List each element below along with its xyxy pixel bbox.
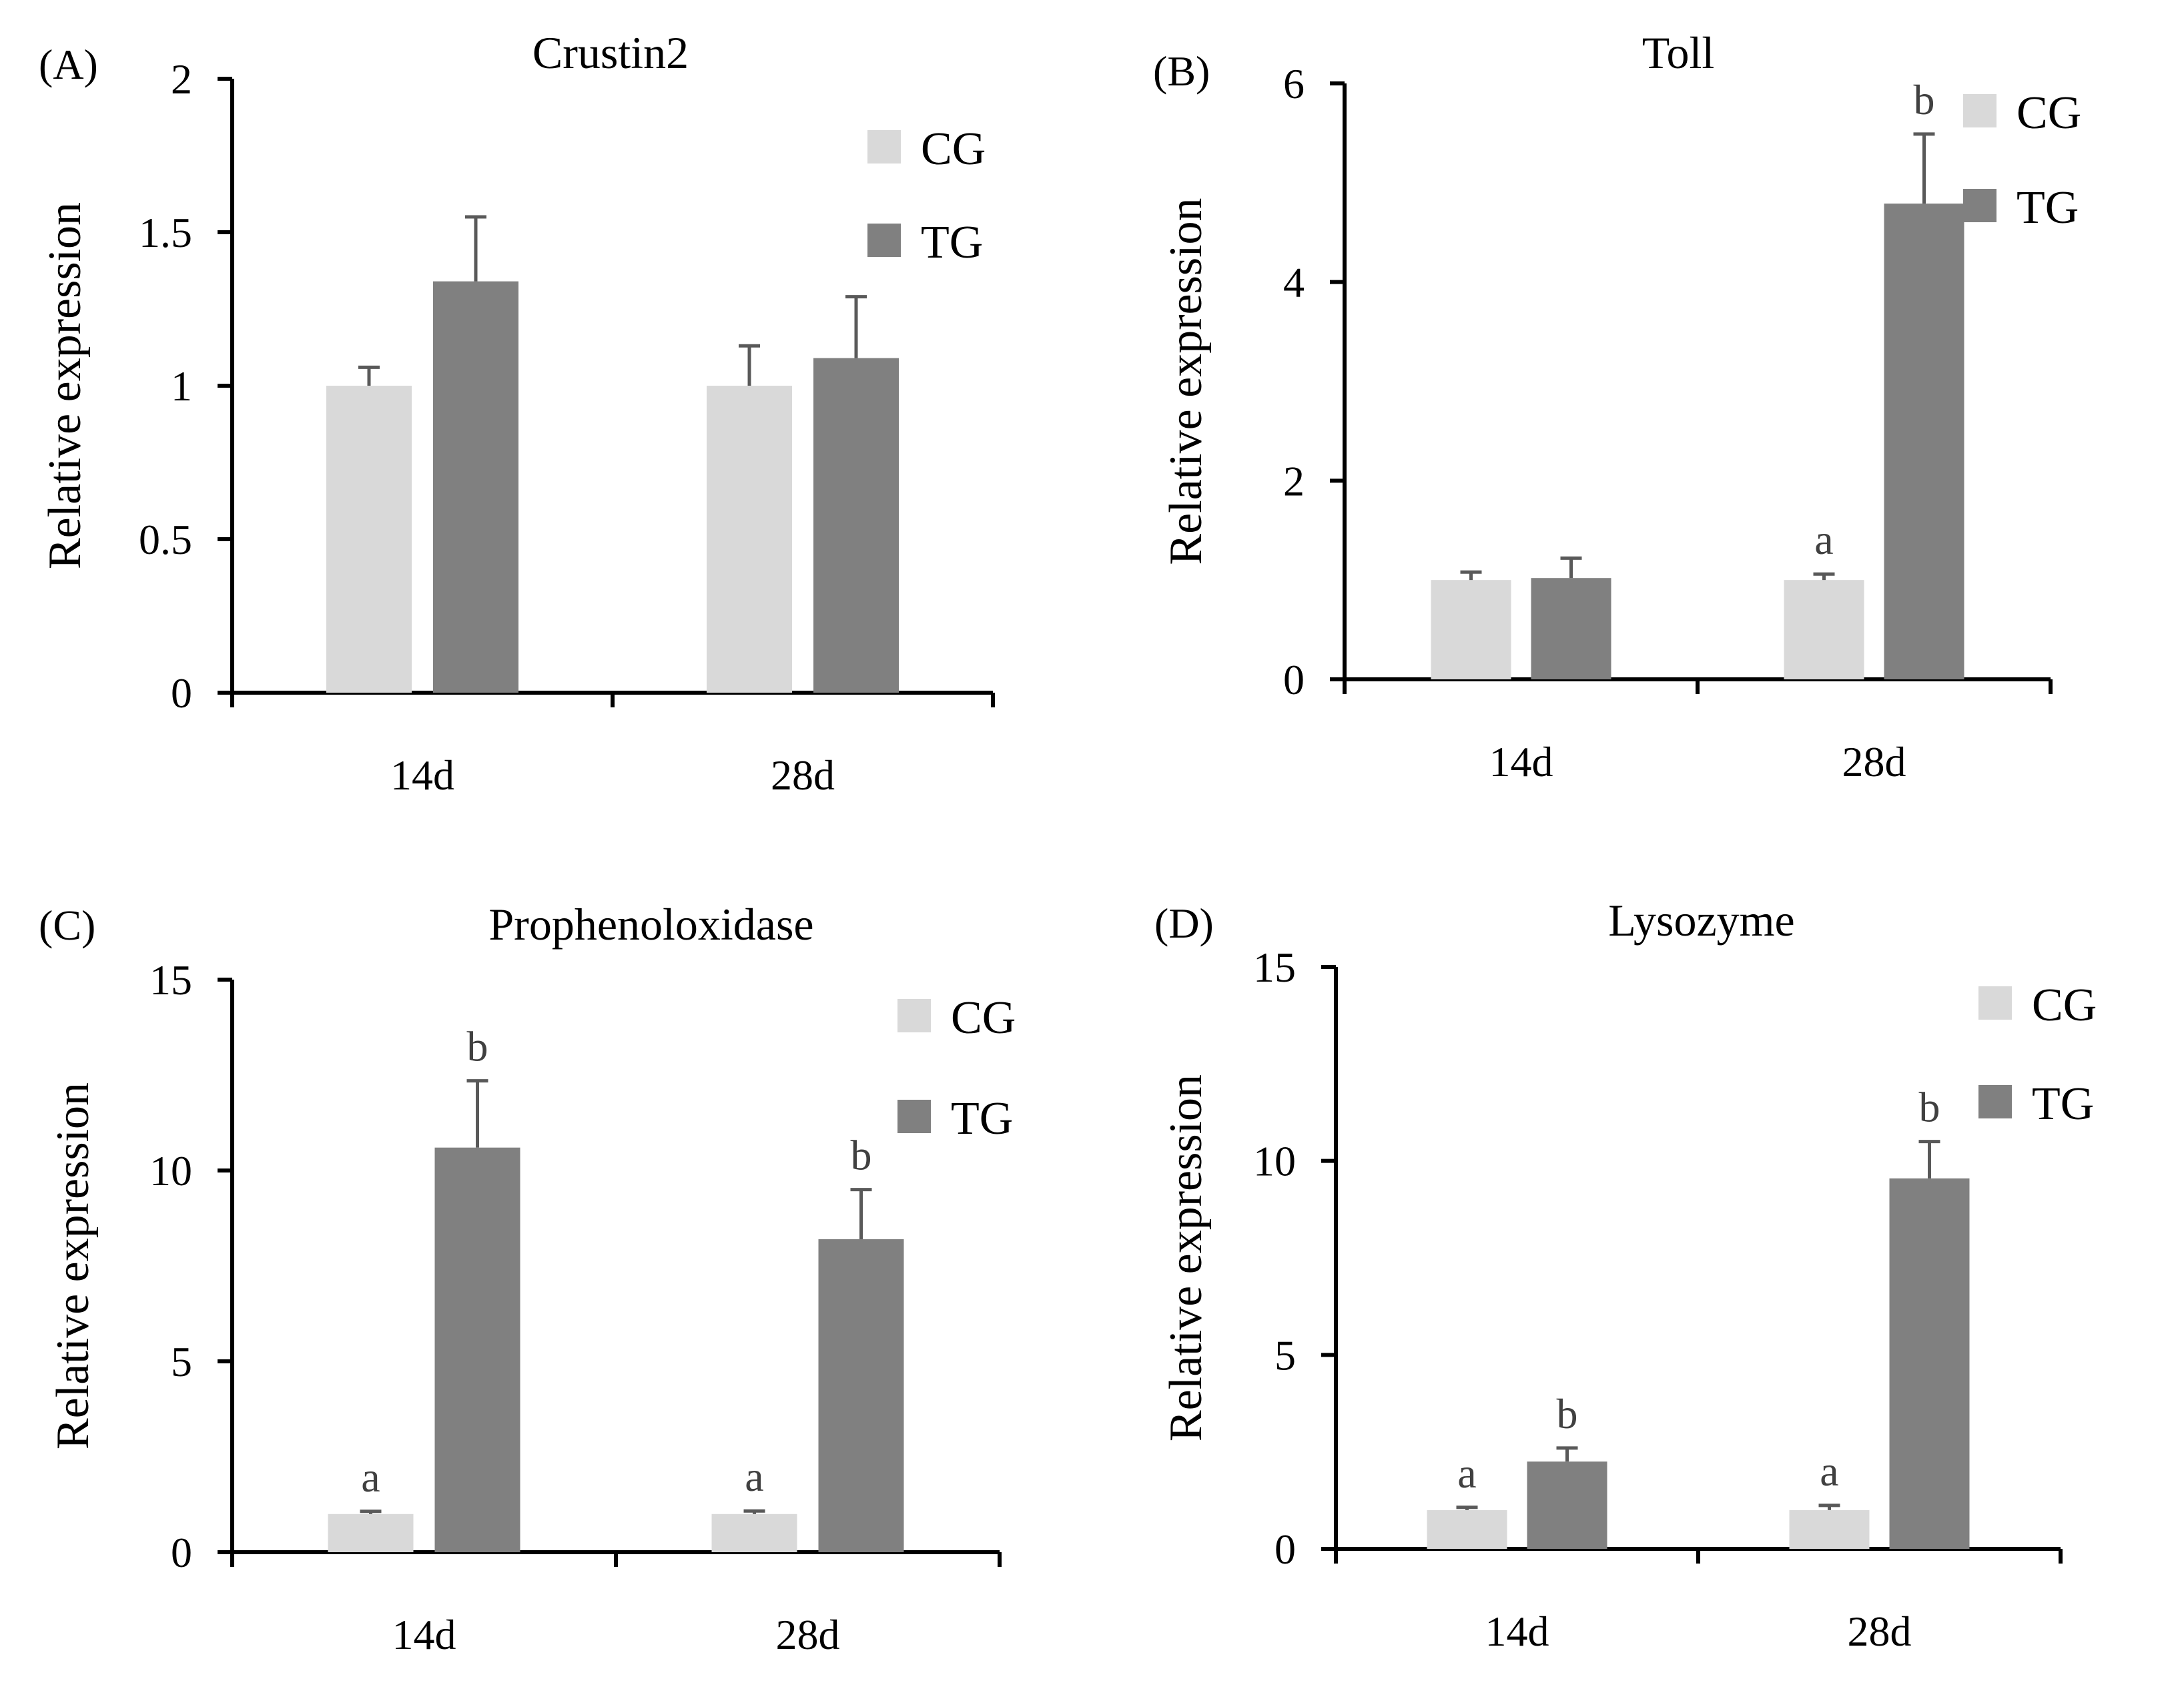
panel-c-x-tick-label: 14d	[392, 1611, 456, 1658]
panel-a-x-tick-label: 28d	[771, 751, 835, 799]
panel-b-y-axis-label: Relative expression	[1160, 198, 1212, 565]
panel-d-y-axis-label: Relative expression	[1160, 1074, 1212, 1441]
panel-c-legend-label-tg: TG	[951, 1093, 1013, 1144]
panel-d-bar-tg	[1527, 1461, 1607, 1549]
panel-c-y-tick-label: 10	[149, 1147, 192, 1195]
panel-a-y-tick-label: 0	[171, 669, 192, 717]
panel-b-title: Toll	[1642, 27, 1715, 78]
panel-b-bar-tg	[1884, 204, 1964, 679]
panel-a-y-tick-label: 2	[171, 55, 192, 103]
panel-b-significance-label: a	[1814, 516, 1833, 563]
panel-b-legend-label-tg: TG	[2017, 182, 2079, 234]
panel-b-legend-label-cg: CG	[2017, 87, 2081, 139]
panel-a-legend-swatch-cg	[867, 130, 901, 163]
panel-d-x-tick-label: 28d	[1848, 1608, 1912, 1655]
panel-b-letter: (B)	[1153, 47, 1210, 95]
panel-a-y-tick-label: 1	[171, 362, 192, 410]
panel-d-legend-label-tg: TG	[2032, 1078, 2094, 1130]
panel-d-significance-label: b	[1919, 1084, 1940, 1131]
panel-c-y-tick-label: 0	[171, 1529, 192, 1576]
panel-d-y-tick-label: 10	[1253, 1138, 1296, 1185]
panel-b-x-tick-label: 28d	[1842, 738, 1906, 785]
panel-b-y-tick-label: 0	[1283, 656, 1305, 703]
panel-c-bar-tg	[434, 1147, 520, 1552]
panel-c-y-tick-label: 5	[171, 1338, 192, 1385]
panel-d-y-tick-label: 15	[1253, 944, 1296, 991]
panel-c-bar-cg	[711, 1513, 797, 1552]
panel-c-legend-swatch-cg	[897, 999, 931, 1032]
panel-d-legend-swatch-tg	[1978, 1085, 2012, 1118]
panel-a-bar-tg	[813, 358, 899, 693]
panel-a-legend-label-cg: CG	[921, 123, 986, 175]
panel-d-y-tick-label: 0	[1275, 1526, 1296, 1573]
panel-b-y-tick-label: 6	[1283, 60, 1305, 107]
panel-a-y-tick-label: 0.5	[139, 516, 192, 563]
panel-b-bar-cg	[1784, 580, 1864, 679]
panel-c-letter: (C)	[39, 902, 95, 949]
panel-a-y-tick-label: 1.5	[139, 209, 192, 256]
panel-c-significance-label: b	[851, 1132, 872, 1179]
panel-b-significance-label: b	[1914, 76, 1935, 123]
panel-d-bar-cg	[1789, 1509, 1870, 1549]
panel-c-legend-swatch-tg	[897, 1100, 931, 1133]
panel-c-bar-tg	[818, 1239, 904, 1552]
panel-d-significance-label: a	[1457, 1449, 1476, 1497]
panel-d-legend-label-cg: CG	[2032, 980, 2097, 1031]
panel-c-bar-cg	[328, 1513, 414, 1552]
panel-a-x-tick-label: 14d	[390, 751, 454, 799]
panel-d-x-tick-label: 14d	[1485, 1608, 1549, 1655]
panel-c-significance-label: a	[745, 1453, 763, 1500]
panel-b-y-tick-label: 4	[1283, 259, 1305, 306]
panel-b-bar-cg	[1431, 580, 1511, 679]
panel-a-letter: (A)	[39, 41, 98, 88]
panel-a-legend-swatch-tg	[867, 224, 901, 257]
panel-a-bar-cg	[326, 386, 412, 693]
panel-a-bar-tg	[433, 281, 518, 693]
panel-d-y-tick-label: 5	[1275, 1331, 1296, 1379]
panel-d-title: Lysozyme	[1608, 895, 1795, 946]
panel-c-y-axis-label: Relative expression	[47, 1082, 99, 1449]
panel-b-legend-swatch-tg	[1963, 189, 1996, 222]
panel-b-legend-swatch-cg	[1963, 94, 1996, 127]
panel-a-title: Crustin2	[532, 27, 689, 78]
panel-a-bar-cg	[707, 386, 792, 693]
panel-b-bar-tg	[1531, 578, 1611, 679]
panel-c-significance-label: b	[467, 1023, 488, 1070]
panel-c-x-tick-label: 28d	[776, 1611, 840, 1658]
panel-d-bar-tg	[1889, 1178, 1970, 1549]
panel-d-letter: (D)	[1154, 900, 1214, 947]
panel-d-bar-cg	[1427, 1509, 1507, 1549]
panel-d-legend-swatch-cg	[1978, 986, 2012, 1020]
panel-b-y-tick-label: 2	[1283, 457, 1305, 504]
panel-c-legend-label-cg: CG	[951, 992, 1016, 1044]
panel-d-significance-label: a	[1820, 1447, 1838, 1495]
panel-a-y-axis-label: Relative expression	[39, 202, 91, 569]
panel-b-x-tick-label: 14d	[1489, 738, 1553, 785]
panel-c-y-tick-label: 15	[149, 956, 192, 1004]
panel-d-significance-label: b	[1557, 1390, 1578, 1437]
panel-c-title: Prophenoloxidase	[488, 899, 813, 950]
panel-c-significance-label: a	[361, 1453, 380, 1501]
panel-a-legend-label-tg: TG	[921, 217, 983, 268]
